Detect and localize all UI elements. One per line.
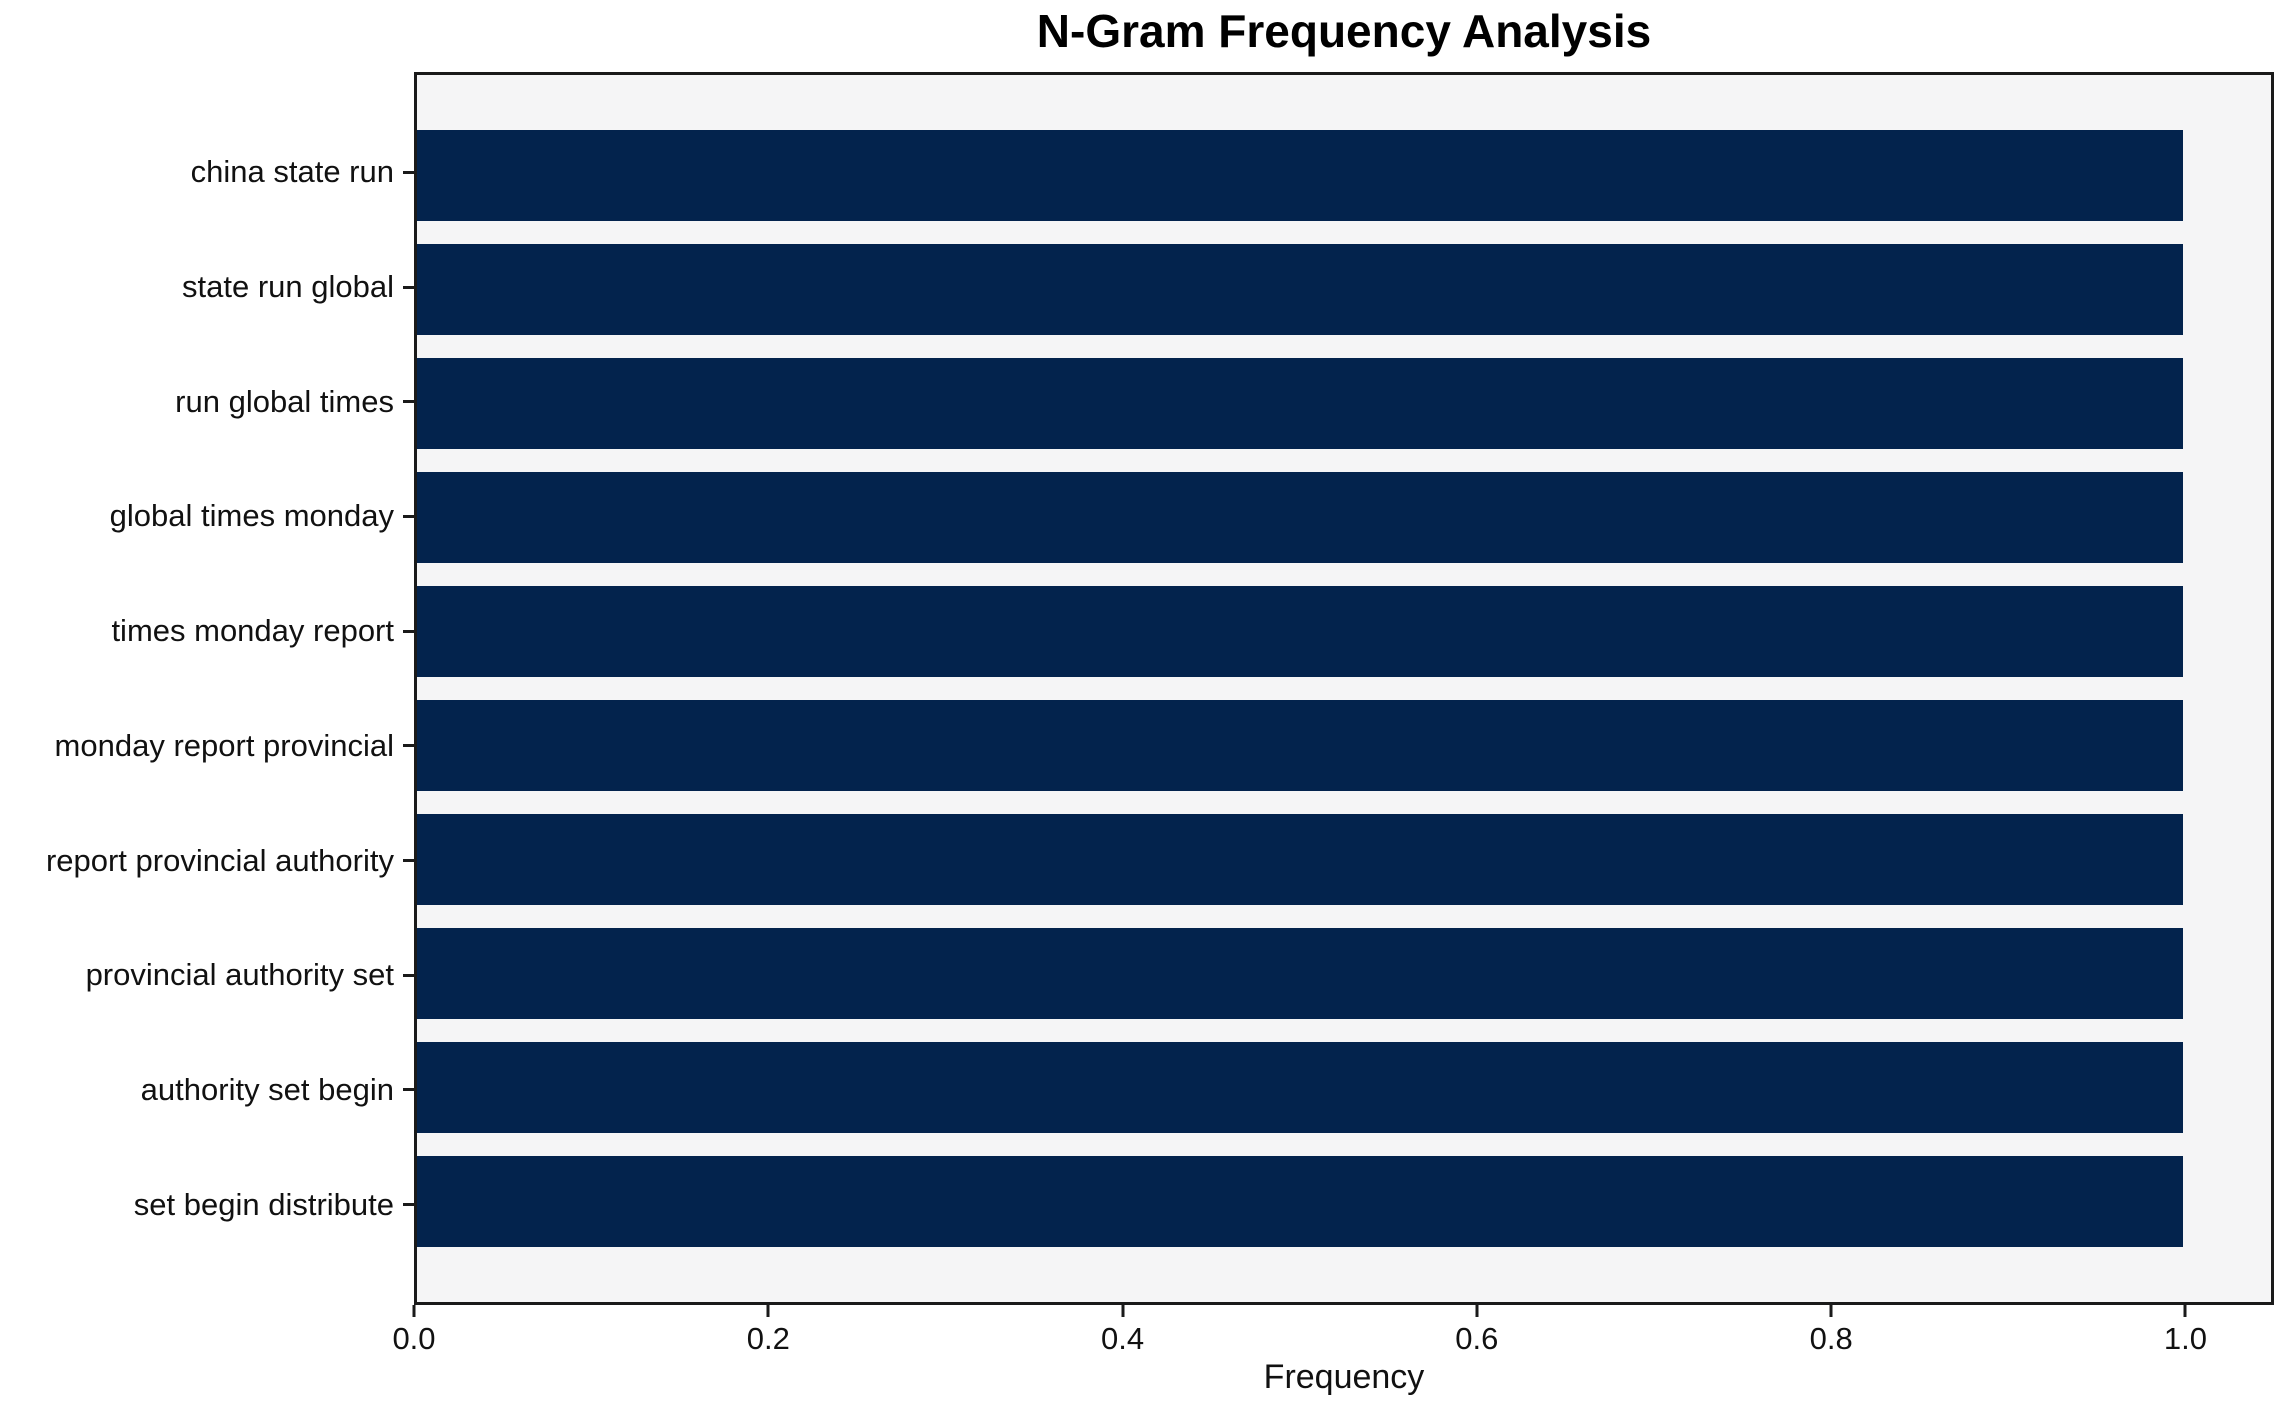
bar-row bbox=[417, 1031, 2271, 1145]
y-tick-label: china state run bbox=[190, 154, 394, 190]
bar-row bbox=[417, 118, 2271, 232]
y-tick-row: china state run bbox=[0, 115, 414, 230]
y-tick-mark bbox=[403, 170, 414, 174]
bar bbox=[417, 471, 2183, 563]
bar bbox=[417, 585, 2183, 677]
y-tick-mark bbox=[403, 514, 414, 518]
bar bbox=[417, 814, 2183, 906]
y-tick-row: report provincial authority bbox=[0, 803, 414, 918]
bar-row bbox=[417, 574, 2271, 688]
bar-row bbox=[417, 232, 2271, 346]
x-tick-mark bbox=[412, 1305, 416, 1317]
bar bbox=[417, 1042, 2183, 1134]
y-tick-label: set begin distribute bbox=[133, 1186, 394, 1222]
x-tick-label: 0.0 bbox=[392, 1321, 436, 1356]
bars bbox=[417, 75, 2271, 1302]
y-tick-label: provincial authority set bbox=[85, 957, 394, 993]
bar-row bbox=[417, 1145, 2271, 1259]
y-tick-row: set begin distribute bbox=[0, 1147, 414, 1262]
bar-row bbox=[417, 917, 2271, 1031]
y-tick-label: state run global bbox=[182, 269, 394, 305]
x-tick-label: 0.2 bbox=[746, 1321, 790, 1356]
plot-area bbox=[414, 72, 2274, 1305]
bar-row bbox=[417, 460, 2271, 574]
y-tick-row: authority set begin bbox=[0, 1033, 414, 1148]
y-tick-label: run global times bbox=[175, 383, 394, 419]
y-tick-row: monday report provincial bbox=[0, 689, 414, 804]
y-tick-row: provincial authority set bbox=[0, 918, 414, 1033]
y-axis: china state run state run global run globa… bbox=[0, 72, 414, 1305]
x-tick-mark bbox=[2183, 1305, 2187, 1317]
y-tick-row: state run global bbox=[0, 230, 414, 345]
y-tick-mark bbox=[403, 1088, 414, 1092]
x-tick-label: 0.6 bbox=[1455, 1321, 1499, 1356]
y-tick-label: monday report provincial bbox=[54, 727, 394, 763]
x-tick-mark bbox=[1829, 1305, 1833, 1317]
bar bbox=[417, 129, 2183, 221]
y-tick-mark bbox=[403, 973, 414, 977]
bar bbox=[417, 700, 2183, 792]
y-tick-mark bbox=[403, 400, 414, 404]
bar bbox=[417, 243, 2183, 335]
y-tick-row: global times monday bbox=[0, 459, 414, 574]
y-tick-row: run global times bbox=[0, 344, 414, 459]
y-tick-label: authority set begin bbox=[140, 1071, 394, 1107]
x-axis-label: Frequency bbox=[1263, 1358, 1425, 1396]
bar bbox=[417, 357, 2183, 449]
y-tick-label: times monday report bbox=[111, 613, 394, 649]
x-tick-mark bbox=[766, 1305, 770, 1317]
bar bbox=[417, 928, 2183, 1020]
bar-row bbox=[417, 346, 2271, 460]
y-tick-row: times monday report bbox=[0, 574, 414, 689]
x-tick-mark bbox=[1121, 1305, 1125, 1317]
y-tick-label: global times monday bbox=[109, 498, 394, 534]
bar bbox=[417, 1156, 2183, 1248]
y-tick-mark bbox=[403, 285, 414, 289]
x-tick-label: 1.0 bbox=[2163, 1321, 2207, 1356]
x-tick-label: 0.8 bbox=[1809, 1321, 1853, 1356]
x-axis: 0.0 0.2 0.4 0.6 0.8 1.0 bbox=[392, 1305, 2274, 1365]
y-tick-mark bbox=[403, 744, 414, 748]
bar-row bbox=[417, 803, 2271, 917]
x-tick-mark bbox=[1475, 1305, 1479, 1317]
y-tick-label: report provincial authority bbox=[45, 842, 394, 878]
x-tick-label: 0.4 bbox=[1101, 1321, 1145, 1356]
chart-title: N-Gram Frequency Analysis bbox=[1036, 5, 1652, 57]
y-tick-mark bbox=[403, 1203, 414, 1207]
y-tick-mark bbox=[403, 859, 414, 863]
y-tick-mark bbox=[403, 629, 414, 633]
bar-row bbox=[417, 688, 2271, 802]
